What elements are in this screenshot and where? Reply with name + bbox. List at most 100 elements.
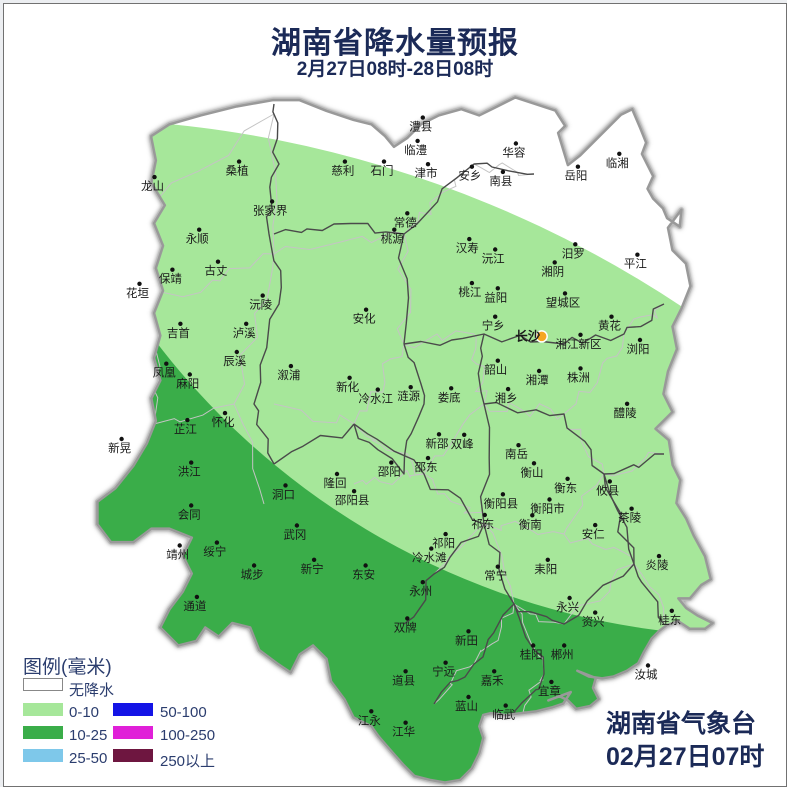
svg-text:新田: 新田 — [455, 633, 478, 647]
svg-text:桑植: 桑植 — [226, 164, 249, 178]
svg-text:龙山: 龙山 — [141, 180, 164, 193]
svg-text:株洲: 株洲 — [567, 370, 590, 384]
svg-text:桂东: 桂东 — [658, 613, 681, 627]
svg-text:汉寿: 汉寿 — [456, 241, 479, 255]
svg-text:武冈: 武冈 — [283, 529, 306, 542]
svg-text:衡阳县: 衡阳县 — [484, 497, 519, 510]
svg-text:怀化: 怀化 — [212, 415, 235, 429]
svg-text:临武: 临武 — [492, 708, 515, 722]
svg-text:慈利: 慈利 — [331, 164, 354, 178]
svg-text:邵阳县: 邵阳县 — [335, 494, 370, 507]
svg-text:益阳: 益阳 — [484, 290, 507, 304]
svg-text:东安: 东安 — [352, 568, 375, 582]
svg-text:桂阳: 桂阳 — [520, 648, 543, 662]
svg-text:衡南: 衡南 — [519, 517, 542, 531]
svg-text:祁东: 祁东 — [471, 517, 494, 531]
svg-text:冷水滩: 冷水滩 — [412, 551, 447, 565]
svg-text:古丈: 古丈 — [205, 264, 228, 278]
svg-text:汨罗: 汨罗 — [562, 247, 585, 260]
svg-text:冷水江: 冷水江 — [359, 393, 394, 406]
svg-text:保靖: 保靖 — [159, 272, 182, 286]
svg-text:岳阳: 岳阳 — [564, 170, 587, 183]
svg-text:新宁: 新宁 — [301, 562, 324, 576]
svg-text:新邵: 新邵 — [426, 436, 449, 450]
svg-text:攸县: 攸县 — [596, 483, 619, 497]
svg-text:凤凰: 凤凰 — [153, 367, 176, 380]
svg-text:会同: 会同 — [178, 509, 201, 522]
svg-text:溆浦: 溆浦 — [277, 368, 300, 382]
svg-text:沅陵: 沅陵 — [249, 299, 272, 312]
svg-text:花垣: 花垣 — [126, 287, 149, 300]
svg-text:永州: 永州 — [409, 584, 432, 598]
svg-text:炎陵: 炎陵 — [646, 559, 669, 572]
svg-text:祁阳: 祁阳 — [432, 536, 455, 550]
svg-text:江永: 江永 — [358, 713, 381, 727]
svg-text:桃源: 桃源 — [381, 232, 404, 246]
svg-text:双牌: 双牌 — [394, 620, 417, 634]
svg-text:新化: 新化 — [336, 380, 359, 394]
svg-text:湘江新区: 湘江新区 — [556, 337, 602, 351]
svg-text:洞口: 洞口 — [272, 488, 295, 501]
svg-text:浏阳: 浏阳 — [627, 342, 650, 356]
svg-text:邵阳: 邵阳 — [378, 466, 401, 479]
svg-text:茶陵: 茶陵 — [618, 512, 641, 525]
svg-text:常宁: 常宁 — [484, 569, 507, 583]
svg-text:湘阴: 湘阴 — [541, 264, 564, 278]
svg-text:资兴: 资兴 — [582, 616, 605, 629]
svg-text:嘉禾: 嘉禾 — [481, 674, 504, 687]
svg-text:石门: 石门 — [371, 164, 394, 178]
svg-text:通道: 通道 — [183, 599, 206, 613]
svg-text:长沙: 长沙 — [515, 328, 541, 343]
svg-text:双峰: 双峰 — [451, 438, 474, 451]
svg-text:衡山: 衡山 — [521, 466, 544, 479]
svg-text:衡阳市: 衡阳市 — [530, 502, 565, 516]
svg-text:麻阳: 麻阳 — [176, 377, 199, 391]
svg-text:泸溪: 泸溪 — [233, 327, 256, 340]
svg-text:临澧: 临澧 — [404, 143, 427, 157]
svg-text:南岳: 南岳 — [505, 447, 528, 461]
svg-text:平江: 平江 — [624, 258, 647, 271]
svg-text:宁远: 宁远 — [432, 665, 455, 679]
svg-text:津市: 津市 — [415, 166, 438, 180]
svg-text:辰溪: 辰溪 — [223, 355, 246, 368]
svg-text:宜章: 宜章 — [538, 684, 561, 698]
svg-text:吉首: 吉首 — [167, 326, 190, 340]
svg-text:耒阳: 耒阳 — [534, 563, 557, 576]
svg-text:湘潭: 湘潭 — [526, 373, 549, 387]
svg-text:道县: 道县 — [392, 673, 415, 687]
svg-text:澧县: 澧县 — [409, 120, 432, 134]
svg-text:桃江: 桃江 — [458, 285, 481, 299]
svg-text:江华: 江华 — [392, 725, 415, 739]
svg-text:洪江: 洪江 — [178, 465, 201, 479]
svg-text:永兴: 永兴 — [556, 600, 579, 614]
svg-text:常德: 常德 — [394, 215, 417, 229]
svg-text:宁乡: 宁乡 — [482, 319, 505, 333]
svg-text:安化: 安化 — [353, 312, 376, 326]
svg-text:新晃: 新晃 — [108, 441, 131, 455]
svg-text:黄花: 黄花 — [598, 319, 621, 333]
svg-text:安仁: 安仁 — [582, 527, 605, 541]
svg-text:安乡: 安乡 — [458, 169, 481, 183]
svg-text:韶山: 韶山 — [484, 363, 507, 377]
svg-text:临湘: 临湘 — [606, 156, 629, 170]
svg-text:城步: 城步 — [241, 569, 264, 582]
svg-text:张家界: 张家界 — [253, 204, 288, 218]
svg-text:靖州: 靖州 — [166, 549, 189, 562]
svg-text:醴陵: 醴陵 — [614, 407, 637, 420]
svg-text:绥宁: 绥宁 — [203, 545, 226, 559]
svg-text:华容: 华容 — [502, 146, 525, 160]
svg-text:衡东: 衡东 — [554, 482, 577, 495]
svg-text:汝城: 汝城 — [635, 668, 658, 682]
svg-text:永顺: 永顺 — [186, 232, 209, 246]
svg-text:望城区: 望城区 — [546, 296, 581, 309]
svg-text:郴州: 郴州 — [551, 648, 574, 662]
svg-text:隆回: 隆回 — [324, 476, 347, 490]
svg-text:芷江: 芷江 — [174, 423, 197, 436]
svg-text:娄底: 娄底 — [438, 390, 461, 404]
svg-text:湘乡: 湘乡 — [495, 391, 518, 405]
svg-text:涟源: 涟源 — [397, 389, 420, 403]
svg-text:南县: 南县 — [489, 174, 512, 188]
svg-text:蓝山: 蓝山 — [455, 700, 478, 713]
svg-text:邵东: 邵东 — [415, 461, 438, 474]
svg-text:沅江: 沅江 — [482, 253, 505, 266]
